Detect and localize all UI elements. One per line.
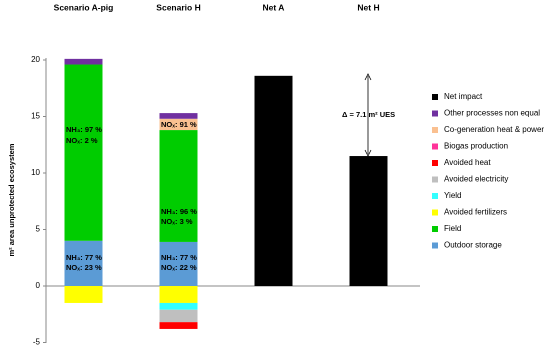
bar-segment xyxy=(254,75,293,286)
y-tick-label: 5 xyxy=(36,225,41,234)
annotation: NOₓ: 22 % xyxy=(161,263,197,272)
legend-swatch xyxy=(432,176,438,183)
legend-swatch xyxy=(432,127,438,133)
bar-segment xyxy=(64,286,103,303)
bar-segment xyxy=(64,58,103,65)
y-tick-label: 20 xyxy=(31,55,40,64)
legend-swatch xyxy=(432,209,438,216)
bar-segment xyxy=(159,130,198,242)
legend-label: Avoided fertilizers xyxy=(444,208,507,217)
annotation: NOₓ: 23 % xyxy=(66,263,102,272)
bar-segment xyxy=(159,286,198,303)
legend-swatch xyxy=(432,226,438,232)
legend-label: Outdoor storage xyxy=(444,241,502,250)
legend-label: Co-generation heat & power xyxy=(444,125,544,134)
bar-segment xyxy=(64,64,103,241)
bar-segment xyxy=(159,113,198,119)
bar-segment xyxy=(349,156,388,286)
annotation: Δ = 7.1 m² UES xyxy=(342,110,395,119)
annotation: NH₃: 96 % xyxy=(161,207,197,216)
bar-segment xyxy=(159,302,198,310)
bar-segment xyxy=(159,309,198,323)
annotation: NOₓ: 3 % xyxy=(161,217,193,226)
annotation: NH₃: 77 % xyxy=(161,253,197,262)
legend-swatch xyxy=(432,110,438,117)
annotation: NOₓ: 2 % xyxy=(66,136,98,145)
y-tick-label: 0 xyxy=(36,281,41,290)
legend-label: Avoided electricity xyxy=(444,175,508,184)
y-tick-label: 15 xyxy=(31,112,40,121)
y-tick-label: -5 xyxy=(33,338,41,346)
bar-segment xyxy=(159,241,198,286)
category-label: Scenario H xyxy=(156,2,200,12)
legend-label: Other processes non equal xyxy=(444,109,540,118)
legend-label: Field xyxy=(444,224,461,233)
category-label: Net H xyxy=(357,2,379,12)
legend-label: Yield xyxy=(444,191,462,200)
legend-swatch xyxy=(432,94,438,100)
annotation: NOₓ: 91 % xyxy=(161,120,197,129)
legend-swatch xyxy=(432,143,438,150)
legend-swatch xyxy=(432,242,438,249)
category-label: Net A xyxy=(263,2,285,12)
legend-swatch xyxy=(432,160,438,166)
legend-label: Net impact xyxy=(444,92,483,101)
annotation: NH₃: 97 % xyxy=(66,125,102,134)
bar-segment xyxy=(159,118,198,131)
bar-segment xyxy=(64,240,103,286)
legend-swatch xyxy=(432,193,438,199)
bar-segment xyxy=(159,322,198,329)
category-label: Scenario A-pig xyxy=(54,2,114,12)
arrow-heads xyxy=(364,73,372,157)
legend-label: Avoided heat xyxy=(444,158,491,167)
y-axis-label: m² area unprotected ecosystem xyxy=(7,143,16,256)
annotation: NH₃: 77 % xyxy=(66,253,102,262)
y-tick-label: 10 xyxy=(31,168,40,177)
legend-label: Biogas production xyxy=(444,142,508,151)
